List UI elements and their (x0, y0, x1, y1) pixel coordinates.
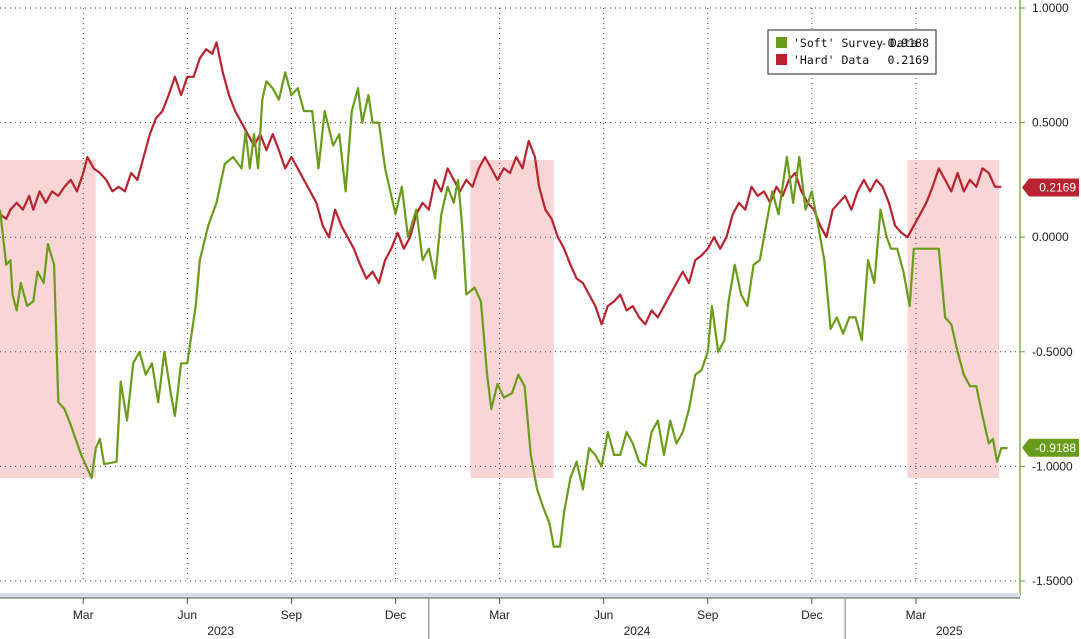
series-layer (0, 41, 1008, 548)
last-value-badges: -0.9188 0.2169 (1022, 178, 1079, 457)
x-tick-label: Jun (178, 608, 197, 622)
legend-swatch-hard (776, 54, 787, 65)
last-value-badge-soft: -0.9188 (1022, 438, 1079, 457)
x-tick-label: Sep (281, 608, 303, 622)
x-tick-label: Dec (385, 608, 406, 622)
x-tick-label: Mar (73, 608, 94, 622)
shaded-period-1 (0, 160, 96, 478)
shaded-period-2 (470, 160, 554, 478)
badge-value: -0.9188 (1035, 441, 1076, 455)
legend-label-hard: 'Hard' Data (793, 53, 869, 67)
y-tick-label: -1.5000 (1032, 574, 1073, 588)
badge-shape (1022, 438, 1079, 457)
y-tick-label: -0.5000 (1032, 345, 1073, 359)
y-tick-label: 0.0000 (1032, 230, 1069, 244)
x-tick-label: Sep (697, 608, 719, 622)
grid-lines (0, 7, 1020, 582)
badge-shape (1022, 178, 1079, 197)
legend-value-hard: 0.2169 (887, 53, 929, 67)
legend: 'Soft' Survey Data -0.9188 'Hard' Data 0… (767, 29, 937, 75)
x-tick-label: Mar (906, 608, 927, 622)
x-tick-label: Dec (801, 608, 822, 622)
y-tick-label: 1.0000 (1032, 1, 1069, 15)
series-line-soft (0, 71, 1008, 548)
x-tick-label: Mar (489, 608, 510, 622)
x-axis-band (0, 593, 1020, 598)
legend-swatch-soft (776, 37, 787, 48)
x-tick-label: Jun (594, 608, 613, 622)
y-tick-label: 0.5000 (1032, 116, 1069, 130)
legend-label-soft: 'Soft' Survey Data (793, 36, 918, 50)
badge-value: 0.2169 (1039, 180, 1076, 194)
x-year-label: 2024 (624, 624, 651, 638)
series-line-hard (0, 41, 1002, 326)
x-year-label: 2023 (207, 624, 234, 638)
legend-value-soft: -0.9188 (881, 36, 930, 50)
last-value-badge-hard: 0.2169 (1022, 178, 1079, 197)
legend-box (767, 29, 937, 75)
x-year-label: 2025 (936, 624, 963, 638)
y-tick-label: -1.0000 (1032, 459, 1073, 473)
